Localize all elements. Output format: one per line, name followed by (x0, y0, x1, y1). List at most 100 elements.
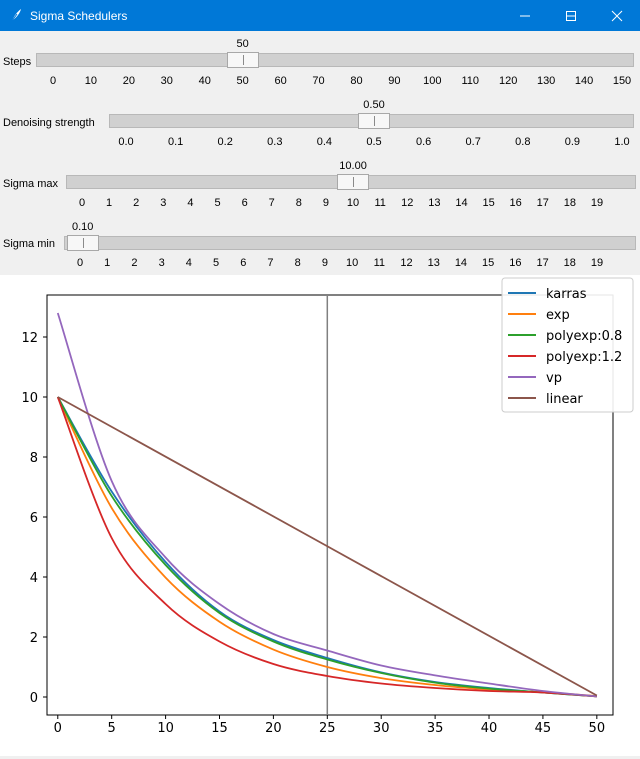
sigma-min-tick-label: 5 (212, 257, 220, 269)
denoise-thumb[interactable] (358, 113, 390, 129)
window-title: Sigma Schedulers (30, 9, 128, 23)
plot-area: 0 5 10 15 20 25 30 35 40 45 50 0 2 4 6 8 10 12 karras exp po… (0, 275, 640, 756)
sigma-max-tick-label: 19 (590, 197, 604, 209)
close-button[interactable] (594, 0, 640, 31)
slider-panel: Steps 50 0 10 20 30 40 50 60 70 80 90 100 110 120 130… (0, 31, 640, 275)
x-tick-label: 0 (54, 721, 62, 736)
steps-label: Steps (3, 56, 32, 68)
denoise-tick-label: 0.9 (564, 136, 581, 148)
steps-tick-label: 120 (499, 75, 518, 87)
legend-label: linear (546, 392, 583, 407)
minimize-button[interactable] (548, 0, 594, 31)
x-tick-label: 40 (481, 721, 498, 736)
maximize-button[interactable] (548, 0, 594, 31)
x-tick-label: 45 (535, 721, 552, 736)
denoise-tick-label: 0.8 (515, 136, 531, 148)
steps-tick-label: 10 (84, 75, 98, 87)
y-tick-label: 2 (30, 631, 38, 646)
sigma-min-label: Sigma min (3, 238, 55, 250)
sigma-min-tick-label: 8 (294, 257, 301, 269)
x-tick-label: 10 (157, 721, 174, 736)
sigma-min-tick-label: 11 (373, 257, 386, 269)
x-tick-label: 50 (589, 721, 606, 736)
sigma-min-tick-label: 19 (590, 257, 604, 269)
sigma-max-tick-label: 12 (401, 197, 414, 209)
denoise-tick-label: 0.0 (118, 136, 134, 148)
sigma-min-tick-label: 15 (482, 257, 495, 269)
minimize-button-2[interactable] (502, 0, 548, 31)
sigma-min-tick-label: 10 (345, 257, 359, 269)
denoise-tick-label: 1.0 (614, 136, 630, 148)
steps-tick-label: 0 (49, 75, 57, 87)
sigma-min-thumb[interactable] (66, 235, 99, 251)
minimize-icon (566, 15, 576, 17)
sigma-min-tick-label: 0 (76, 257, 84, 269)
sigma-max-tick-label: 2 (133, 197, 140, 209)
sigma-max-tick-label: 8 (295, 197, 302, 209)
sigma-max-tick-label: 14 (455, 197, 468, 209)
sigma-min-tick-label: 2 (131, 257, 138, 269)
denoise-tick-label: 0.4 (316, 136, 333, 148)
title-bar: Sigma Schedulers (0, 0, 640, 31)
close-icon (611, 10, 623, 22)
legend-label: polyexp:1.2 (546, 350, 622, 365)
steps-tick-label: 80 (350, 75, 363, 87)
sigma-max-label: Sigma max (3, 178, 59, 190)
legend-label: karras (546, 287, 587, 302)
denoise-tick-label: 0.7 (465, 136, 481, 148)
sigma-min-tick-label: 16 (509, 257, 522, 269)
denoise-tick-label: 0.2 (217, 136, 233, 148)
legend-label: exp (546, 308, 570, 323)
legend-box (501, 277, 634, 413)
y-tick-label: 0 (30, 691, 38, 706)
denoise-tick-label: 0.1 (167, 136, 184, 148)
steps-tick-label: 90 (388, 75, 401, 87)
sigma-min-tick-label: 4 (185, 257, 192, 269)
legend-label: polyexp:0.8 (546, 329, 622, 344)
denoise-tick-label: 0.6 (415, 136, 432, 148)
denoise-label: Denoising strength (3, 117, 95, 129)
steps-tick-label: 110 (461, 75, 480, 87)
steps-tick-label: 40 (198, 75, 211, 87)
sigma-max-tick-label: 6 (241, 197, 248, 209)
steps-tick-label: 130 (536, 75, 556, 87)
sigma-min-tick-label: 17 (536, 257, 549, 269)
sigma-min-tick-label: 6 (240, 257, 247, 269)
series-line-vp (56, 312, 597, 698)
sigma-max-tick-label: 5 (214, 197, 221, 209)
steps-trough[interactable] (36, 53, 634, 67)
sigma-min-trough[interactable] (64, 236, 636, 250)
x-tick-label: 35 (427, 721, 444, 736)
sigma-max-thumb[interactable] (337, 174, 370, 190)
sigma-min-tick-label: 18 (563, 257, 576, 269)
sigma-min-tick-label: 13 (427, 257, 440, 269)
denoise-value: 0.50 (363, 99, 385, 111)
y-tick-label: 10 (21, 391, 38, 406)
steps-value: 50 (236, 38, 249, 50)
sigma-max-tick-label: 1 (106, 197, 113, 209)
steps-tick-label: 100 (423, 75, 442, 87)
maximize-icon (566, 11, 576, 21)
series-line-linear (57, 396, 598, 697)
steps-tick-label: 20 (122, 75, 135, 87)
sigma-min-tick-label: 9 (321, 257, 328, 269)
x-tick-label: 20 (265, 721, 282, 736)
sigma-max-tick-label: 11 (374, 197, 386, 209)
y-tick-label: 8 (30, 451, 38, 466)
sigma-max-tick-label: 3 (160, 197, 167, 209)
feather-icon (11, 9, 21, 22)
y-tick-label: 12 (21, 331, 38, 346)
sigma-max-tick-label: 0 (78, 197, 86, 209)
sigma-max-tick-label: 17 (536, 197, 549, 209)
sigma-max-value: 10.00 (339, 160, 367, 172)
sigma-min-tick-label: 14 (454, 257, 468, 269)
minimize-icon (520, 15, 530, 17)
steps-tick-label: 60 (274, 75, 287, 87)
steps-tick-label: 140 (574, 75, 594, 87)
denoise-tick-label: 0.5 (366, 136, 382, 148)
steps-tick-label: 30 (160, 75, 173, 87)
sigma-min-tick-label: 3 (158, 257, 165, 269)
sigma-min-tick-label: 12 (400, 257, 413, 269)
sigma-chart: 0 5 10 15 20 25 30 35 40 45 50 0 2 4 6 8 10 12 karras exp po… (21, 277, 634, 736)
steps-thumb[interactable] (226, 52, 259, 68)
